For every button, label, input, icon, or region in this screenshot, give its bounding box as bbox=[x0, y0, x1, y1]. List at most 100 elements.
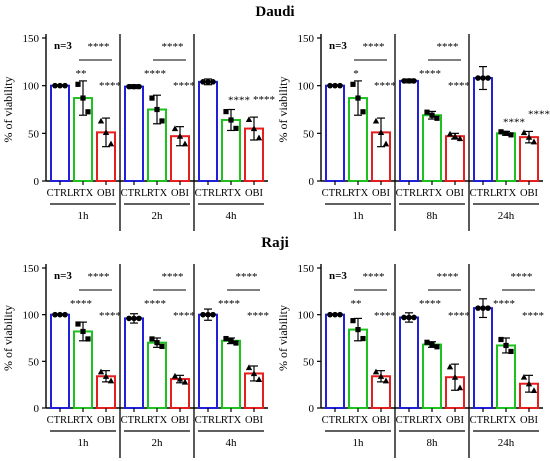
significance-marker: **** bbox=[363, 41, 385, 53]
group-label: 8h bbox=[427, 210, 439, 222]
data-point bbox=[131, 315, 137, 322]
significance-marker: **** bbox=[173, 80, 195, 92]
data-point bbox=[530, 387, 538, 394]
data-point bbox=[154, 106, 160, 113]
group-label: 1h bbox=[353, 210, 365, 222]
data-point bbox=[480, 75, 486, 81]
x-tick-label: RTX bbox=[348, 188, 369, 199]
x-tick-label: RTX bbox=[73, 415, 94, 426]
group-label: 1h bbox=[78, 437, 90, 449]
data-point bbox=[411, 78, 417, 84]
data-point bbox=[485, 75, 491, 81]
x-tick-label: OBI bbox=[446, 415, 465, 426]
data-point bbox=[223, 108, 229, 115]
data-point bbox=[332, 311, 338, 318]
y-tick-label: 50 bbox=[28, 356, 40, 368]
data-point bbox=[480, 305, 486, 311]
bar-rtx bbox=[496, 344, 516, 409]
bar-ctrl bbox=[124, 85, 144, 182]
data-point bbox=[337, 82, 343, 89]
y-tick-label: 150 bbox=[23, 33, 40, 45]
data-point bbox=[475, 305, 481, 311]
significance-marker: **** bbox=[363, 271, 385, 283]
bar-ctrl bbox=[473, 77, 493, 182]
significance-marker: **** bbox=[173, 310, 195, 322]
data-point bbox=[159, 343, 165, 349]
x-tick-label: CTRL bbox=[470, 188, 497, 199]
x-tick-label: OBI bbox=[372, 415, 391, 426]
data-point bbox=[434, 344, 440, 350]
group-label: 8h bbox=[427, 437, 439, 449]
group-label: 24h bbox=[498, 210, 515, 222]
data-point bbox=[75, 81, 81, 87]
data-point bbox=[372, 117, 380, 124]
data-point bbox=[255, 134, 263, 141]
data-point bbox=[355, 327, 361, 333]
data-point bbox=[360, 335, 366, 342]
bar-ctrl bbox=[198, 313, 218, 410]
x-tick-label: OBI bbox=[171, 415, 190, 426]
x-tick-label: RTX bbox=[422, 415, 443, 426]
x-tick-label: RTX bbox=[422, 188, 443, 199]
data-point bbox=[350, 318, 356, 324]
bar-ctrl bbox=[50, 313, 70, 410]
sample-size-annotation: n=3 bbox=[54, 270, 72, 282]
data-point bbox=[355, 95, 361, 101]
data-point bbox=[401, 314, 407, 321]
group-label: 2h bbox=[152, 210, 164, 222]
data-point bbox=[136, 315, 142, 322]
significance-marker: **** bbox=[99, 310, 121, 322]
x-tick-label: OBI bbox=[446, 188, 465, 199]
y-tick-label: 150 bbox=[23, 263, 40, 275]
y-tick-label: 100 bbox=[23, 81, 40, 93]
group-label: 2h bbox=[152, 437, 164, 449]
significance-marker: **** bbox=[437, 41, 459, 53]
y-tick-label: 50 bbox=[28, 128, 40, 140]
data-point bbox=[498, 336, 504, 343]
x-tick-label: CTRL bbox=[121, 415, 148, 426]
data-point bbox=[451, 132, 459, 139]
data-point bbox=[350, 81, 356, 87]
significance-marker: **** bbox=[522, 310, 544, 322]
data-point bbox=[372, 368, 380, 375]
data-point bbox=[525, 133, 533, 140]
data-point bbox=[154, 340, 160, 346]
x-tick-label: OBI bbox=[245, 188, 264, 199]
significance-marker: **** bbox=[88, 41, 110, 53]
data-point bbox=[406, 314, 412, 321]
x-tick-label: OBI bbox=[171, 188, 190, 199]
data-point bbox=[475, 75, 481, 81]
data-point bbox=[97, 368, 105, 375]
significance-marker: **** bbox=[218, 298, 240, 310]
significance-marker: ** bbox=[76, 68, 87, 80]
bar-rtx bbox=[73, 330, 93, 409]
bar-ctrl bbox=[325, 84, 345, 183]
data-point bbox=[508, 348, 514, 355]
significance-marker: **** bbox=[374, 80, 396, 92]
significance-marker: **** bbox=[253, 94, 275, 106]
y-tick-label: 50 bbox=[303, 356, 315, 368]
data-point bbox=[200, 311, 206, 318]
sample-size-annotation: n=3 bbox=[329, 270, 347, 282]
significance-marker: **** bbox=[236, 271, 258, 283]
data-point bbox=[411, 314, 417, 321]
data-point bbox=[171, 125, 179, 132]
data-point bbox=[228, 117, 234, 123]
y-tick-label: 0 bbox=[309, 176, 315, 188]
data-point bbox=[102, 373, 110, 379]
data-point bbox=[200, 79, 206, 85]
group-label: 4h bbox=[226, 210, 238, 222]
significance-marker: **** bbox=[374, 310, 396, 322]
data-point bbox=[62, 311, 68, 318]
data-point bbox=[149, 336, 155, 342]
x-tick-label: RTX bbox=[221, 415, 242, 426]
data-point bbox=[337, 311, 343, 318]
x-tick-label: CTRL bbox=[121, 188, 148, 199]
data-point bbox=[126, 83, 132, 90]
data-point bbox=[360, 109, 366, 115]
y-axis-label: % of viability bbox=[1, 305, 15, 371]
data-point bbox=[80, 95, 86, 101]
